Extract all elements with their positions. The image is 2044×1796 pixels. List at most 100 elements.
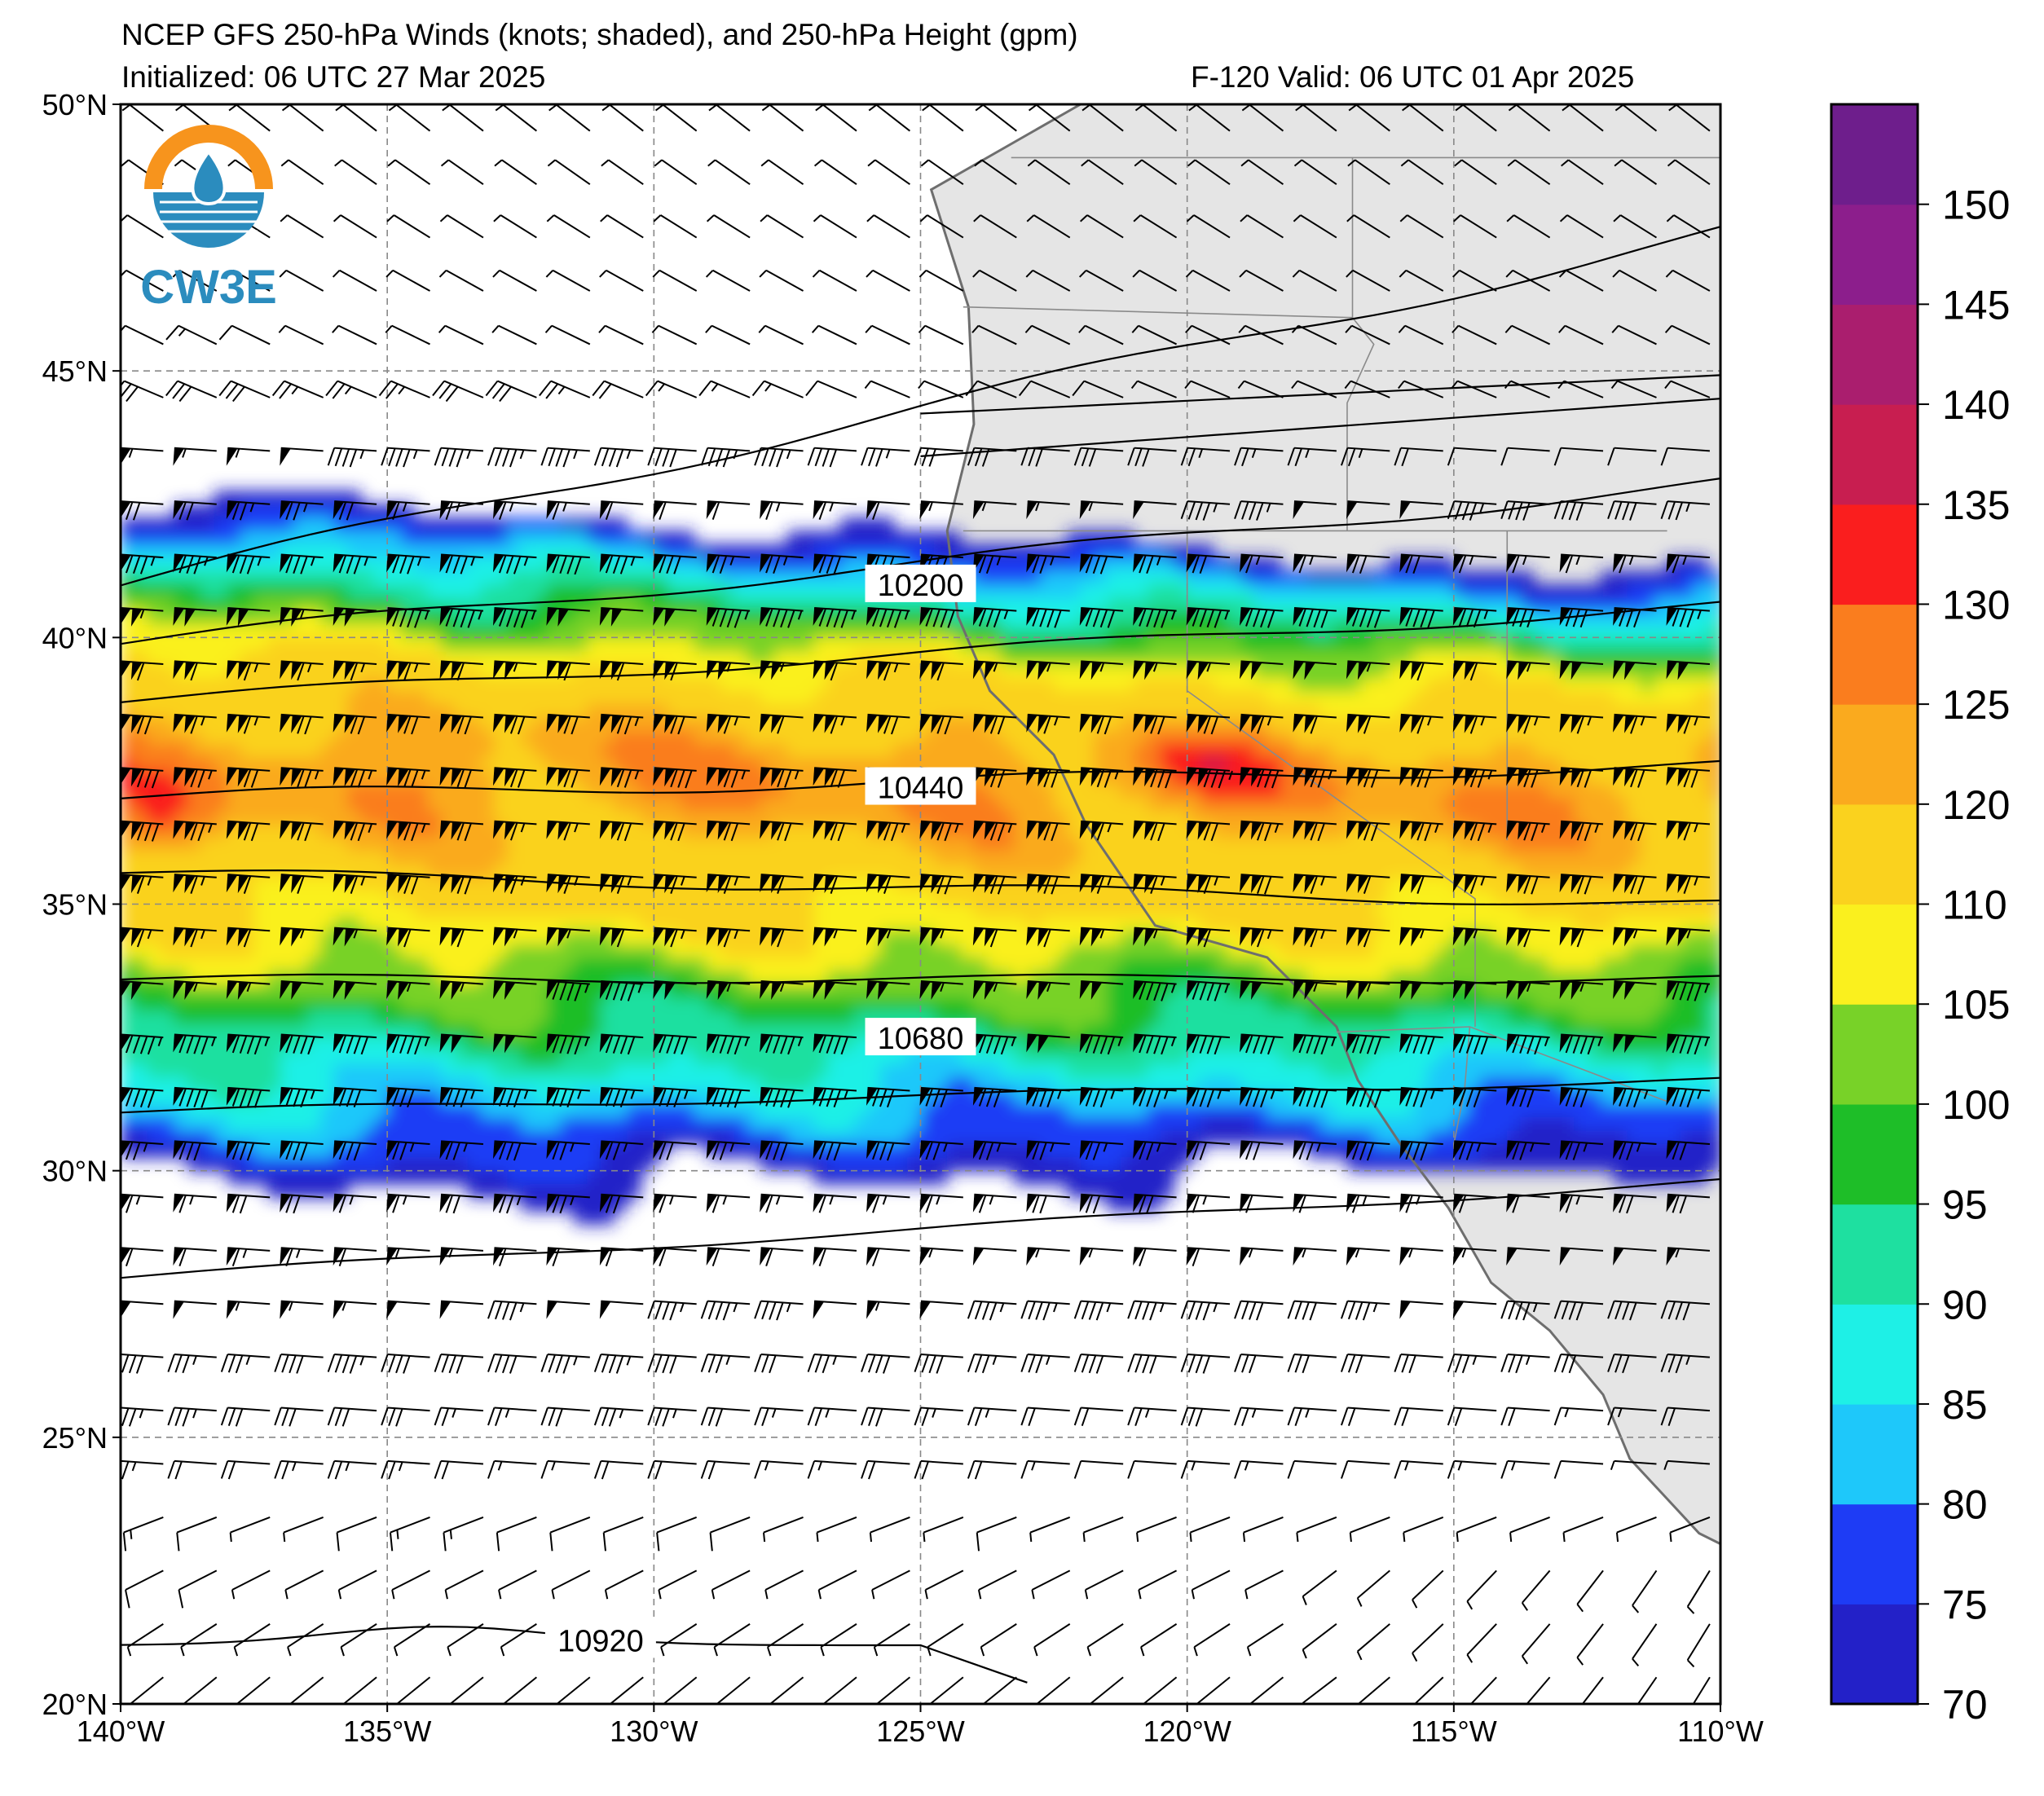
wind-barb <box>439 713 484 735</box>
wind-barb <box>1686 1623 1711 1668</box>
wind-barb <box>386 980 430 1000</box>
wind-barb <box>173 927 217 948</box>
wind-barb <box>1506 820 1550 842</box>
wind-barb <box>1399 1193 1443 1213</box>
wind-barb <box>173 820 217 842</box>
wind-barb <box>1398 380 1444 398</box>
wind-barb <box>1399 269 1444 292</box>
wind-barb <box>1079 214 1124 239</box>
wind-barb <box>1447 1459 1497 1479</box>
wind-barb <box>1613 1247 1657 1266</box>
wind-barb <box>1293 980 1337 1000</box>
wind-barb <box>226 1247 271 1267</box>
colorbar-tick-label: 85 <box>1942 1382 1988 1428</box>
wind-barb <box>274 1406 324 1427</box>
wind-barb <box>381 1354 430 1374</box>
wind-barb <box>1660 1300 1710 1321</box>
wind-barb <box>1660 1354 1710 1374</box>
wind-barb <box>706 1140 751 1160</box>
wind-barb <box>1452 874 1497 894</box>
wind-barb <box>764 1569 804 1600</box>
wind-barb <box>126 1623 164 1657</box>
wind-barb <box>1180 447 1231 467</box>
wind-barb <box>1506 606 1550 628</box>
wind-barb <box>487 1354 537 1374</box>
wind-barb <box>760 606 804 628</box>
wind-barb <box>706 713 751 734</box>
colorbar-tick-label: 150 <box>1942 183 2010 228</box>
wind-barb <box>547 159 591 185</box>
wind-barb <box>919 214 964 239</box>
wind-barb <box>1026 1247 1070 1266</box>
lon-tick-label: 110°W <box>1677 1715 1764 1748</box>
wind-barb <box>866 1140 910 1161</box>
wind-barb <box>760 874 804 894</box>
wind-barb <box>706 660 751 680</box>
wind-barb <box>1559 980 1604 1000</box>
wind-barb <box>1398 324 1444 346</box>
wind-barb <box>1186 606 1231 628</box>
colorbar-tick-label: 110 <box>1942 883 2007 928</box>
wind-barb <box>1026 767 1070 788</box>
wind-barb <box>121 1354 164 1374</box>
wind-barb <box>760 927 804 948</box>
wind-barb <box>327 1354 377 1374</box>
wind-barb <box>813 1140 857 1161</box>
wind-barb <box>1400 159 1444 185</box>
wind-barb <box>760 1247 804 1267</box>
wind-barb <box>1607 1300 1657 1321</box>
wind-barb <box>439 606 484 628</box>
wind-barb <box>1240 980 1284 1000</box>
wind-barb <box>173 500 217 521</box>
wind-barb <box>546 500 590 520</box>
wind-barb <box>444 1569 484 1600</box>
wind-barb <box>385 324 430 346</box>
wind-barb <box>919 660 963 681</box>
wind-barb <box>1346 1247 1390 1266</box>
wind-barb <box>173 1033 217 1055</box>
wind-barb <box>1613 1033 1657 1054</box>
wind-barb <box>434 1406 484 1426</box>
wind-barb <box>815 104 857 132</box>
wind-barb <box>1347 159 1390 185</box>
wind-barb <box>1456 1516 1497 1543</box>
wind-barb <box>1346 1086 1390 1108</box>
wind-barb <box>1027 159 1071 185</box>
wind-barb <box>279 269 324 292</box>
wind-barb <box>1559 713 1604 734</box>
wind-barb <box>271 380 324 399</box>
wind-barb <box>1663 1459 1710 1471</box>
wind-barb <box>760 500 804 520</box>
wind-barb <box>1079 927 1124 947</box>
wind-barb <box>1613 1086 1657 1107</box>
wind-barb <box>861 447 910 467</box>
wind-barb <box>600 214 644 239</box>
wind-barb <box>1452 606 1497 628</box>
wind-barb <box>439 767 484 788</box>
wind-barb <box>1293 820 1337 842</box>
wind-barb <box>865 324 910 346</box>
wind-barb <box>652 269 698 292</box>
wind-barb <box>1559 553 1604 574</box>
wind-barb <box>866 713 910 735</box>
wind-barb <box>178 1569 218 1609</box>
wind-barb <box>816 1516 857 1543</box>
wind-barb <box>869 1516 910 1543</box>
wind-barb <box>1399 214 1444 239</box>
wind-barb <box>1666 214 1711 239</box>
wind-barb <box>1133 927 1177 947</box>
wind-barb <box>1234 1406 1284 1426</box>
wind-barb <box>653 767 697 789</box>
wind-barb <box>972 1247 1017 1266</box>
wind-barb <box>1632 1623 1658 1667</box>
wind-barb <box>386 713 430 735</box>
contour-label-bg <box>865 767 976 805</box>
wind-barb <box>121 1086 164 1108</box>
wind-barb <box>1302 1569 1337 1605</box>
wind-barb <box>1558 324 1604 346</box>
colorbar-segment <box>1831 504 1918 605</box>
wind-barb <box>381 447 430 468</box>
wind-barb <box>1666 606 1710 628</box>
wind-barb <box>439 874 484 895</box>
wind-barb <box>599 269 644 292</box>
